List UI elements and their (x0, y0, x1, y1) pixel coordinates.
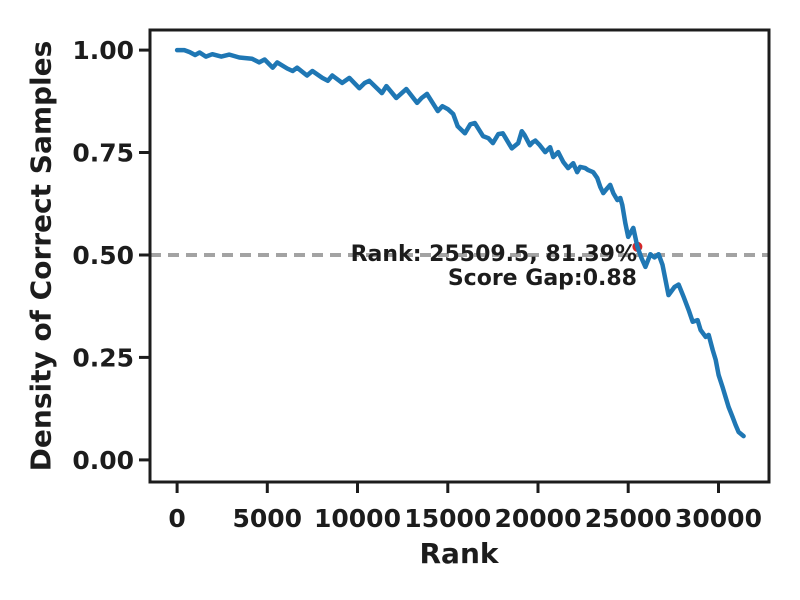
x-tick-label: 0 (168, 504, 185, 533)
annotation-score-gap-line: Score Gap:0.88 (447, 266, 637, 291)
y-tick-label: 0.75 (72, 139, 134, 168)
x-tick-label: 15000 (404, 504, 491, 533)
annotation-rank-line: Rank: 25509.5, 81.39% (350, 242, 637, 267)
x-tick-label: 5000 (233, 504, 303, 533)
y-tick-label: 1.00 (72, 36, 134, 65)
density-curve (174, 47, 746, 439)
y-tick-label: 0.50 (72, 241, 134, 270)
x-axis-label: Rank (419, 537, 499, 570)
y-tick-label: 0.00 (72, 446, 134, 475)
x-tick-label: 10000 (314, 504, 401, 533)
x-tick-label: 25000 (585, 504, 672, 533)
x-tick-label: 20000 (495, 504, 582, 533)
y-axis-label: Density of Correct Samples (24, 40, 58, 472)
x-tick-label: 30000 (675, 504, 762, 533)
y-tick-label: 0.25 (72, 343, 134, 372)
